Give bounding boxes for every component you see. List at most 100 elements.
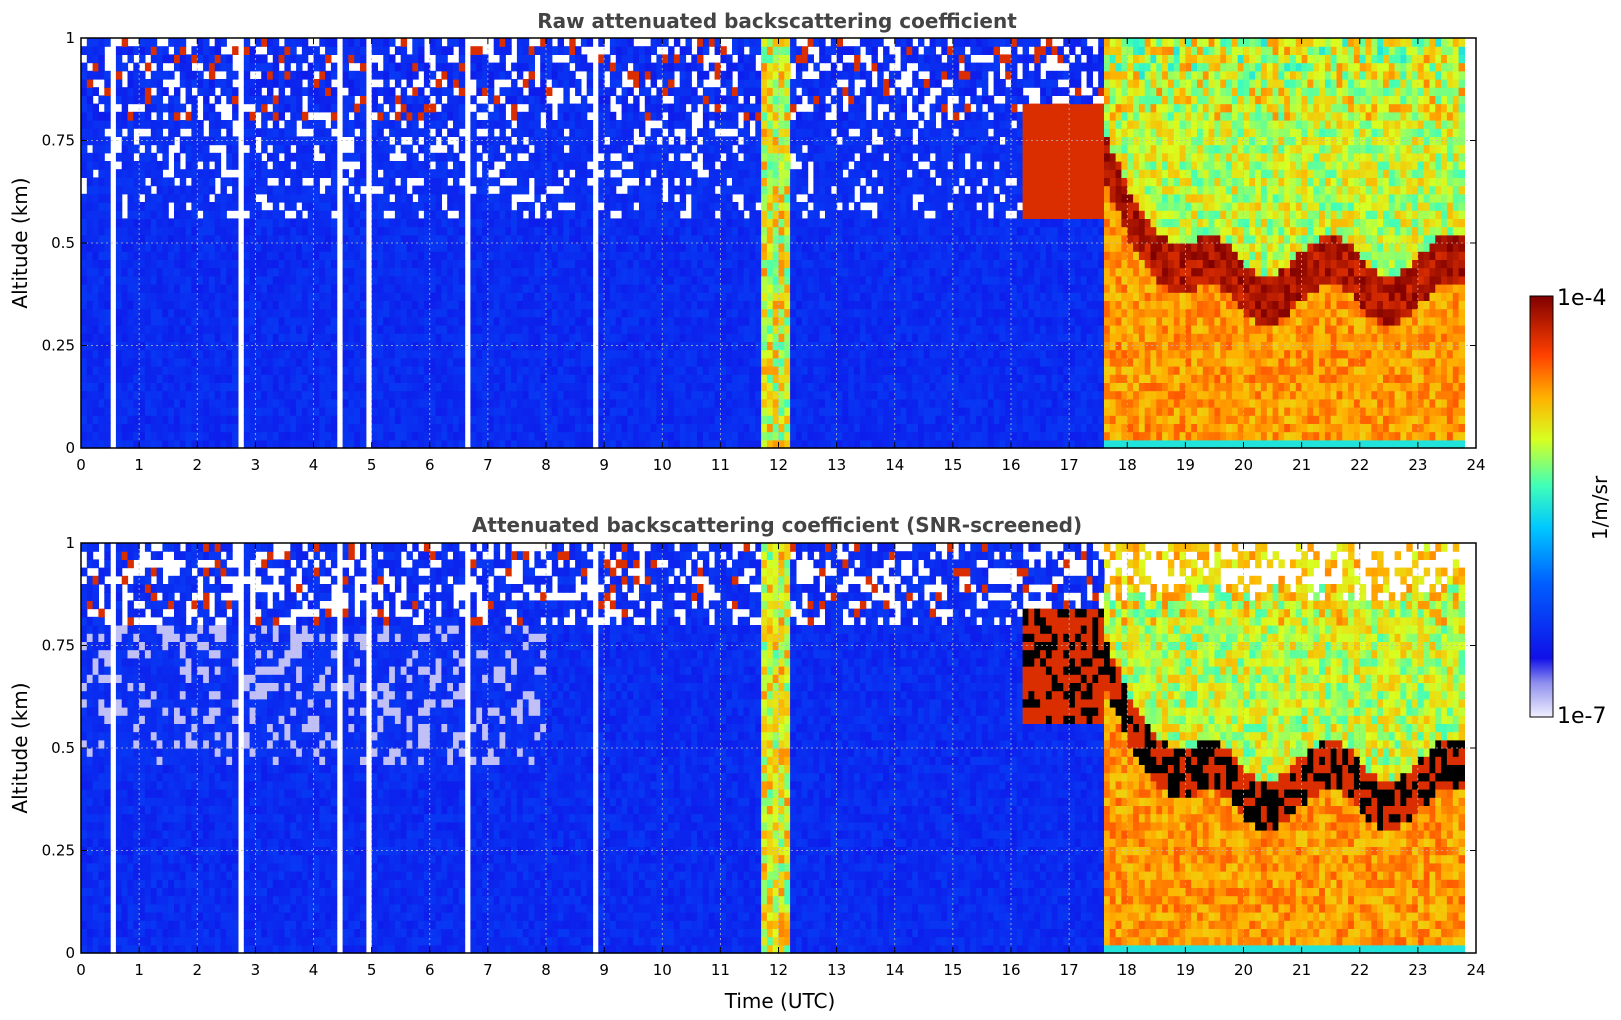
heatmap-cell bbox=[243, 226, 251, 236]
heatmap-cell bbox=[121, 398, 129, 408]
heatmap-cell bbox=[185, 259, 192, 269]
heatmap-cell bbox=[307, 103, 315, 113]
heatmap-cell bbox=[702, 177, 710, 187]
heatmap-cell bbox=[499, 267, 506, 277]
heatmap-cell bbox=[580, 202, 588, 211]
heatmap-cell bbox=[447, 234, 454, 244]
heatmap-cell bbox=[325, 95, 332, 105]
heatmap-cell bbox=[104, 325, 111, 334]
heatmap-cell bbox=[81, 202, 88, 211]
heatmap-cell bbox=[575, 300, 582, 310]
heatmap-cell bbox=[650, 415, 657, 424]
heatmap-cell bbox=[81, 144, 88, 154]
heatmap-cell bbox=[330, 333, 338, 342]
heatmap-cell bbox=[284, 308, 291, 318]
heatmap-cell bbox=[139, 111, 146, 121]
heatmap-cell bbox=[354, 46, 361, 55]
heatmap-cell bbox=[702, 128, 710, 137]
heatmap-cell bbox=[656, 431, 663, 441]
heatmap-cell bbox=[86, 423, 94, 433]
heatmap-cell bbox=[569, 325, 576, 334]
heatmap-cell bbox=[487, 382, 495, 392]
heatmap-cell bbox=[121, 87, 129, 96]
heatmap-cell bbox=[737, 398, 745, 408]
heatmap-cell bbox=[662, 152, 669, 162]
heatmap-cell bbox=[511, 415, 518, 424]
heatmap-cell bbox=[272, 46, 280, 55]
heatmap-cell bbox=[563, 161, 570, 170]
heatmap-cell bbox=[551, 284, 559, 293]
heatmap-cell bbox=[203, 431, 210, 441]
heatmap-cell bbox=[755, 103, 762, 113]
heatmap-cell bbox=[540, 202, 547, 211]
heatmap-cell bbox=[476, 423, 483, 433]
heatmap-cell bbox=[679, 185, 687, 195]
heatmap-cell bbox=[319, 193, 326, 203]
heatmap-cell bbox=[249, 316, 256, 326]
heatmap-cell bbox=[551, 431, 559, 441]
heatmap-cell bbox=[528, 103, 535, 113]
heatmap-cell bbox=[255, 62, 262, 72]
heatmap-cell bbox=[412, 70, 419, 80]
heatmap-cell bbox=[708, 38, 716, 47]
heatmap-cell bbox=[546, 398, 553, 408]
heatmap-cell bbox=[644, 341, 652, 351]
heatmap-cell bbox=[325, 284, 332, 293]
heatmap-cell bbox=[691, 275, 698, 285]
heatmap-cell bbox=[493, 120, 501, 129]
heatmap-cell bbox=[755, 308, 762, 318]
heatmap-cell bbox=[220, 259, 227, 269]
heatmap-cell bbox=[412, 95, 419, 105]
heatmap-cell bbox=[598, 431, 605, 441]
heatmap-cell bbox=[575, 202, 582, 211]
heatmap-cell bbox=[453, 161, 460, 170]
heatmap-cell bbox=[104, 243, 111, 252]
heatmap-cell bbox=[522, 144, 530, 154]
heatmap-cell bbox=[121, 120, 129, 129]
heatmap-cell bbox=[278, 357, 285, 367]
heatmap-cell bbox=[342, 234, 349, 244]
heatmap-cell bbox=[296, 87, 303, 96]
heatmap-cell bbox=[435, 128, 442, 137]
heatmap-cell bbox=[534, 169, 541, 178]
heatmap-cell bbox=[220, 308, 227, 318]
heatmap-cell bbox=[493, 431, 501, 441]
heatmap-cell bbox=[162, 251, 169, 260]
heatmap-cell bbox=[267, 366, 274, 375]
heatmap-cell bbox=[639, 218, 646, 228]
heatmap-cell bbox=[528, 398, 535, 408]
heatmap-cell bbox=[412, 251, 419, 260]
heatmap-cell bbox=[720, 79, 727, 88]
heatmap-cell bbox=[383, 431, 390, 441]
heatmap-cell bbox=[179, 415, 187, 424]
heatmap-cell bbox=[691, 136, 698, 146]
heatmap-cell bbox=[702, 292, 710, 301]
heatmap-cell bbox=[377, 243, 384, 252]
heatmap-cell bbox=[598, 128, 605, 137]
heatmap-cell bbox=[394, 439, 402, 449]
heatmap-cell bbox=[290, 374, 297, 383]
heatmap-cell bbox=[86, 111, 94, 121]
heatmap-cell bbox=[534, 87, 541, 96]
heatmap-cell bbox=[418, 193, 425, 203]
heatmap-cell bbox=[673, 374, 681, 383]
heatmap-cell bbox=[737, 284, 745, 293]
heatmap-cell bbox=[127, 267, 134, 277]
heatmap-cell bbox=[249, 390, 256, 400]
heatmap-cell bbox=[121, 357, 129, 367]
heatmap-cell bbox=[563, 333, 570, 342]
heatmap-cell bbox=[708, 349, 716, 359]
heatmap-cell bbox=[609, 243, 617, 252]
heatmap-cell bbox=[662, 259, 669, 269]
heatmap-cell bbox=[668, 46, 675, 55]
heatmap-cell bbox=[435, 46, 442, 55]
heatmap-cell bbox=[330, 193, 338, 203]
heatmap-cell bbox=[499, 349, 506, 359]
heatmap-cell bbox=[516, 366, 524, 375]
heatmap-cell bbox=[278, 325, 285, 334]
heatmap-cell bbox=[697, 407, 704, 416]
heatmap-cell bbox=[697, 382, 704, 392]
heatmap-cell bbox=[174, 251, 181, 260]
heatmap-cell bbox=[697, 144, 704, 154]
heatmap-cell bbox=[435, 390, 442, 400]
